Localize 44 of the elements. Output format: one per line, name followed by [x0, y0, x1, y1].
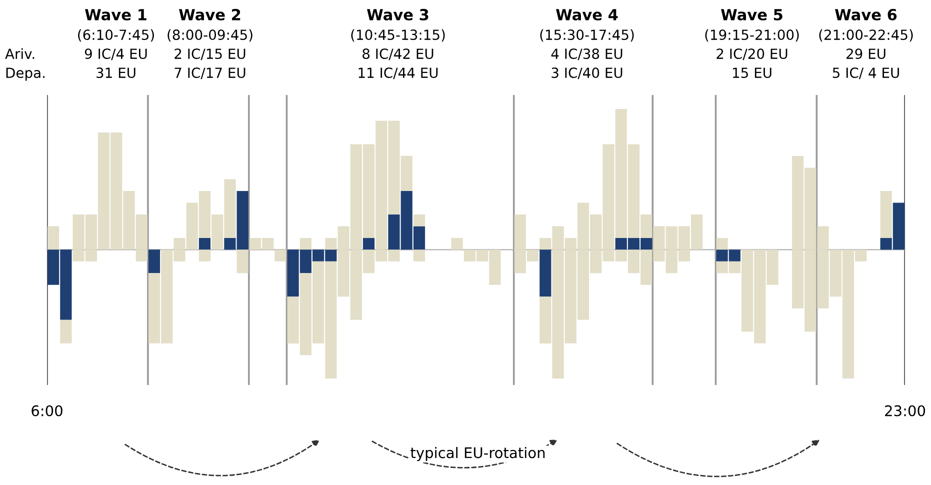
text: Ariv.: [5, 48, 34, 59]
text: Wave 3: [367, 8, 428, 20]
bar: [362, 238, 375, 250]
bar: [148, 250, 160, 274]
x-tick-label: 23:00: [885, 405, 926, 416]
bar: [60, 320, 72, 344]
text: Wave 1: [85, 9, 146, 20]
text: 2 IC/15 EU: [174, 48, 246, 60]
bar: [413, 250, 426, 262]
bar: [540, 250, 552, 297]
text: (19:15-21:00): [705, 29, 799, 42]
text: (8:00-09:45): [168, 29, 252, 42]
bar: [880, 191, 892, 238]
bar: [198, 238, 211, 250]
text: 2 IC/20 EU: [716, 48, 788, 60]
bar: [236, 250, 248, 274]
text: Depa.: [6, 68, 44, 81]
bar: [413, 214, 426, 226]
text: Wave 4: [556, 9, 618, 20]
x-tick-label: 6:00: [32, 405, 62, 416]
text: (10:45-13:15): [351, 29, 445, 42]
text: 8 IC/42 EU: [362, 48, 434, 60]
text: 11 IC/44 EU: [358, 68, 438, 80]
text: 3 IC/40 EU: [552, 68, 622, 80]
text: 9 IC/4 EU: [84, 48, 147, 60]
text: 7 IC/17 EU: [174, 68, 246, 80]
text: 4 IC/38 EU: [551, 48, 622, 60]
text: (21:00-22:45): [819, 29, 913, 42]
text: Wave 2: [179, 8, 240, 20]
text: typical EU-rotation: [410, 446, 545, 462]
text: (6:10-7:45): [78, 29, 154, 42]
bar: [451, 238, 463, 250]
bar: [300, 238, 312, 250]
bar: [274, 250, 286, 262]
text: 5 IC/ 4 EU: [832, 68, 899, 80]
text: 31 EU: [96, 68, 136, 78]
bar: [198, 250, 211, 262]
text: 15 EU: [733, 68, 772, 78]
text: Wave 6: [835, 8, 897, 20]
bar: [48, 226, 60, 250]
text: Wave 5: [721, 9, 782, 20]
bar: [716, 238, 728, 250]
text: 29 EU: [846, 48, 886, 60]
text: (15:30-17:45): [540, 29, 634, 42]
